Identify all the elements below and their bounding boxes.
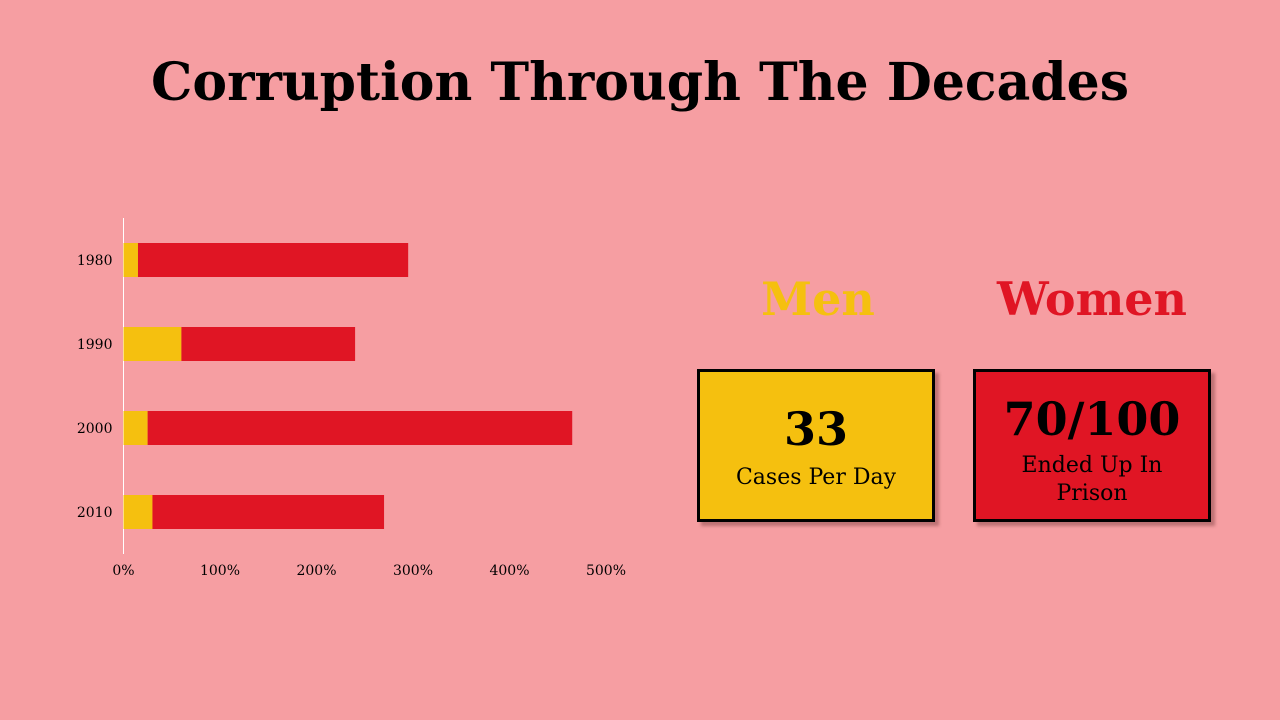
y-tick-label: 2010 xyxy=(77,505,113,521)
y-tick-label: 2000 xyxy=(77,421,113,437)
x-tick-label: 400% xyxy=(489,563,529,579)
bar-segment-2000-1 xyxy=(123,411,148,445)
x-tick-label: 0% xyxy=(112,563,134,579)
men-stat-card: 33 Cases Per Day xyxy=(697,369,935,522)
bar-segment-1980-1 xyxy=(123,243,138,277)
bar-segment-2010-2 xyxy=(152,495,385,529)
women-stat-card: 70/100 Ended Up In Prison xyxy=(973,369,1211,522)
x-tick-label: 500% xyxy=(586,563,626,579)
bar-segment-2010-1 xyxy=(123,495,153,529)
page-title: Corruption Through The Decades xyxy=(151,52,1129,113)
bar-segment-1990-1 xyxy=(123,327,182,361)
bar-segment-1980-2 xyxy=(137,243,409,277)
y-tick-label: 1990 xyxy=(77,337,113,353)
men-heading: Men xyxy=(761,272,875,326)
bar-segment-1990-2 xyxy=(181,327,356,361)
stacked-bar-chart: 1980 1990 2000 2010 0% 100% 200% 300% 400% 500% xyxy=(77,218,626,579)
x-tick-label: 200% xyxy=(296,563,336,579)
bar-segment-2000-2 xyxy=(147,411,573,445)
women-stat-label: Ended Up In Prison xyxy=(1021,453,1163,506)
men-stat-label: Cases Per Day xyxy=(735,465,897,490)
x-tick-label: 300% xyxy=(393,563,433,579)
x-tick-label: 100% xyxy=(200,563,240,579)
women-stat-value: 70/100 xyxy=(1003,392,1181,446)
women-heading: Women xyxy=(997,272,1187,326)
y-tick-label: 1980 xyxy=(77,253,113,269)
men-stat-value: 33 xyxy=(783,402,848,456)
